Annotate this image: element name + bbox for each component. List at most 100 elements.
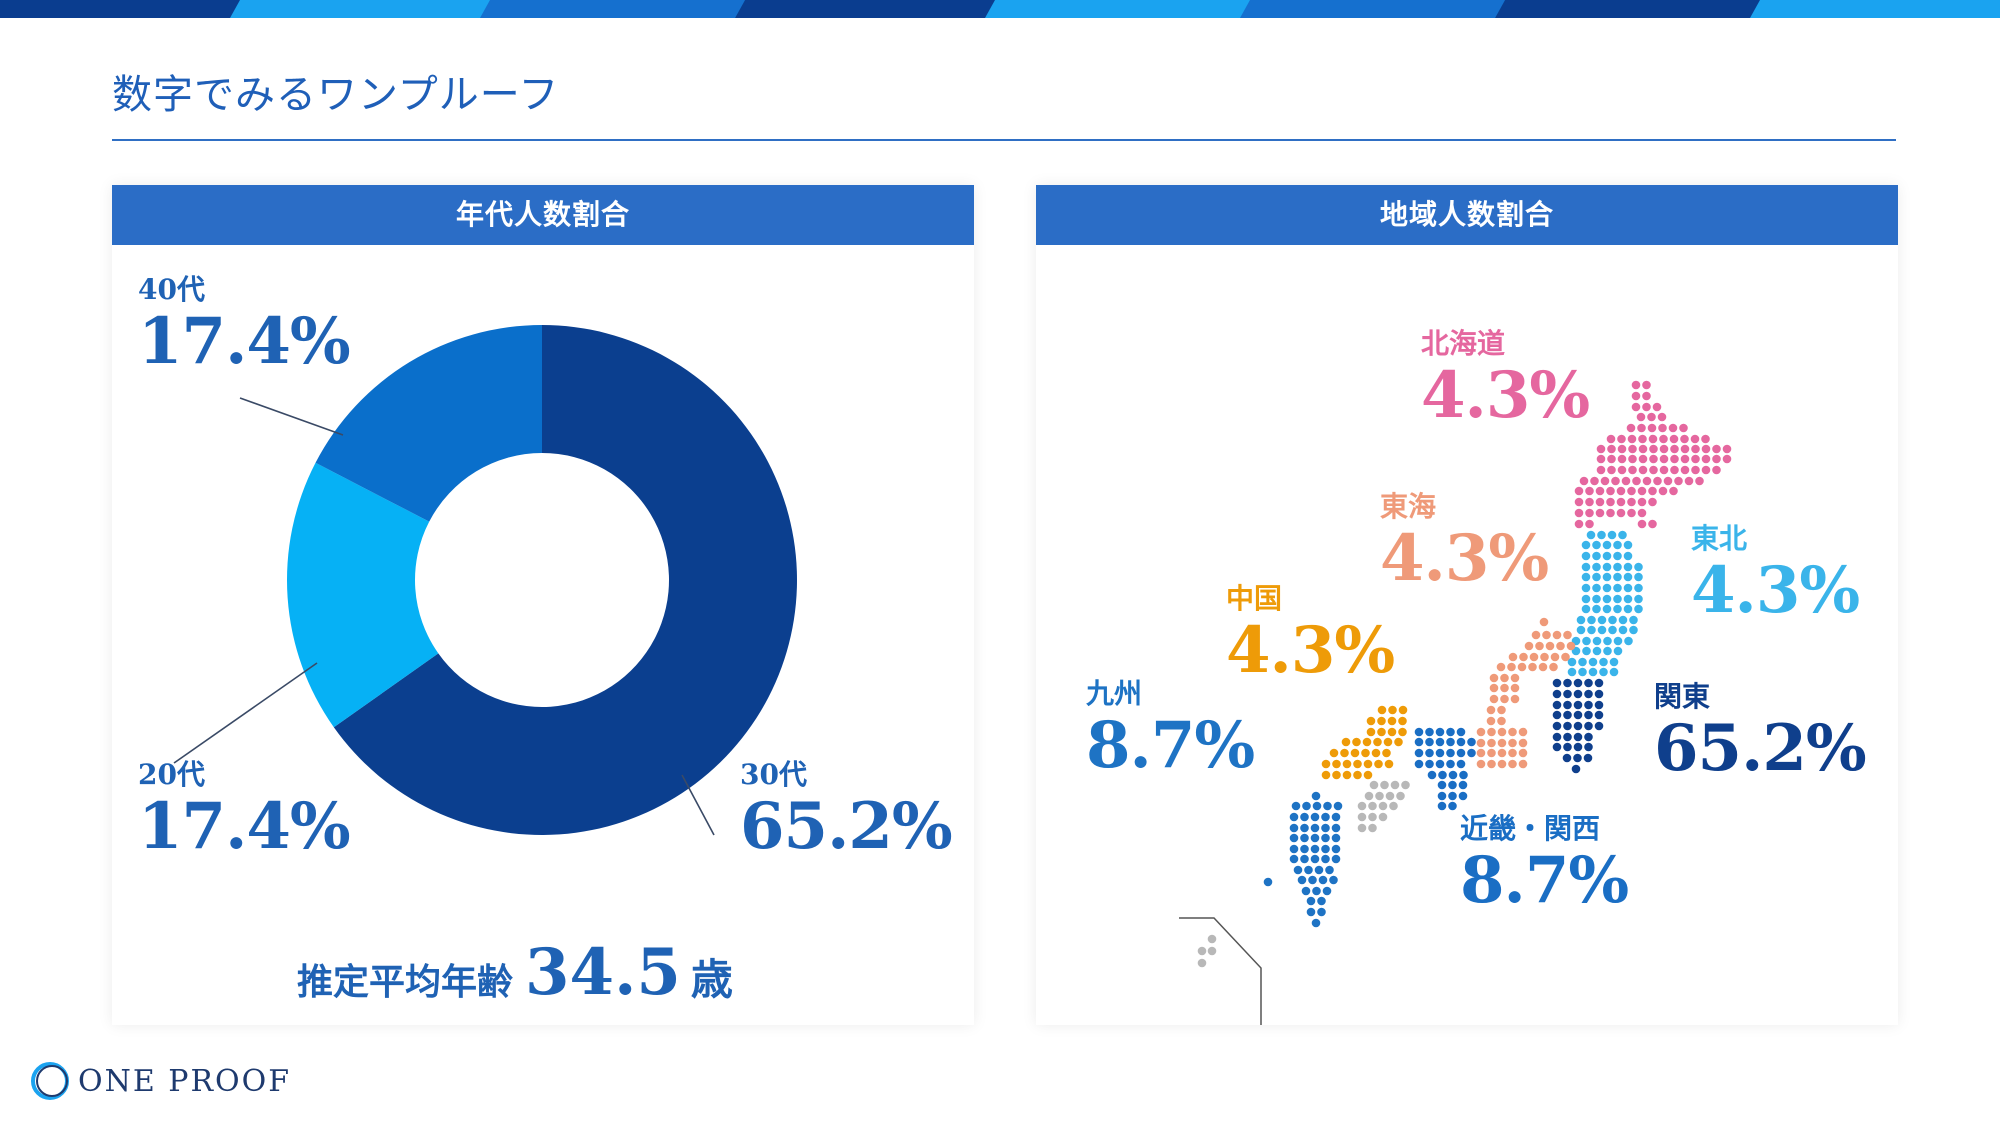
average-age-label: 推定平均年齢 (297, 962, 514, 1003)
map-dot (1518, 759, 1528, 769)
map-dot (1508, 738, 1517, 748)
map-dot (1398, 716, 1407, 726)
map-dot (1637, 497, 1647, 507)
map-dot (1510, 683, 1520, 693)
map-dot (1535, 641, 1544, 651)
map-dot (1712, 454, 1721, 464)
chugoku-name: 中国 (1226, 582, 1283, 615)
map-dot (1308, 875, 1317, 885)
map-dot (1634, 562, 1643, 572)
map-dot (1628, 444, 1637, 454)
map-dot (1634, 572, 1643, 582)
map-dot (1331, 844, 1341, 854)
map-dot (1528, 662, 1537, 672)
map-dot-okinawa (1207, 946, 1217, 956)
map-dot (1387, 727, 1397, 737)
hokkaido-percent: 4.3% (1421, 358, 1590, 433)
map-dot (1293, 865, 1303, 875)
map-dot (1617, 444, 1627, 454)
map-dot (1366, 727, 1376, 737)
map-dot (1691, 454, 1700, 464)
map-dot (1331, 812, 1341, 822)
map-dot (1712, 444, 1721, 454)
age-30s-percent: 65.2% (740, 789, 953, 864)
map-dot (1596, 454, 1606, 464)
age-donut-chart (173, 325, 797, 836)
map-dot (1510, 694, 1520, 704)
map-dot (1312, 886, 1321, 896)
map-dot (1368, 823, 1377, 833)
map-dot (1594, 689, 1604, 699)
map-dot (1684, 476, 1694, 486)
map-dot (1658, 486, 1668, 496)
map-dot (1582, 646, 1591, 656)
map-dot (1486, 705, 1496, 715)
map-dot (1563, 742, 1572, 752)
map-dot (1291, 801, 1301, 811)
map-dot (1631, 380, 1641, 390)
tokai-percent: 4.3% (1380, 521, 1549, 596)
japan-dot-map (1179, 380, 1732, 1025)
map-dot (1592, 636, 1602, 646)
map-dot (1357, 812, 1367, 822)
map-dot (1378, 812, 1388, 822)
map-dot (1638, 465, 1648, 475)
map-dot (1459, 770, 1468, 780)
map-dot (1332, 759, 1341, 769)
map-dot (1613, 562, 1622, 572)
map-dot (1637, 519, 1647, 529)
map-dot (1311, 791, 1321, 801)
map-dot-okinawa (1207, 934, 1217, 944)
map-dot (1552, 721, 1562, 731)
map-dot (1579, 476, 1589, 486)
map-dot (1632, 476, 1641, 486)
map-dot (1382, 748, 1391, 758)
map-dot (1435, 737, 1445, 747)
map-dot (1497, 716, 1506, 726)
map-dot (1573, 742, 1583, 752)
map-dot (1388, 705, 1397, 715)
map-dot (1561, 652, 1570, 662)
map-dot (1608, 615, 1617, 625)
map-dot (1456, 748, 1466, 758)
map-dot (1425, 748, 1434, 758)
map-dot (1613, 583, 1622, 593)
map-dot (1613, 636, 1623, 646)
map-dot (1384, 759, 1394, 769)
map-dot (1539, 617, 1549, 627)
map-dot (1531, 630, 1541, 640)
map-dot (1616, 508, 1626, 518)
map-dot (1563, 689, 1572, 699)
map-dot (1353, 759, 1362, 769)
map-dot (1377, 705, 1387, 715)
map-dot (1581, 583, 1591, 593)
map-dot (1566, 641, 1576, 651)
map-dot (1304, 865, 1313, 875)
map-dot (1573, 678, 1583, 688)
map-dot (1674, 476, 1683, 486)
donut-slice-40s (315, 325, 542, 522)
map-dot (1321, 844, 1330, 854)
map-dot (1510, 673, 1520, 683)
map-dot (1374, 759, 1383, 769)
map-dot (1670, 454, 1679, 464)
map-dot (1637, 423, 1646, 433)
map-dot (1414, 748, 1424, 758)
map-dot (1648, 497, 1657, 507)
map-dot (1607, 454, 1616, 464)
map-dot (1321, 833, 1330, 843)
map-dot (1302, 801, 1311, 811)
map-dot (1680, 465, 1690, 475)
map-dot (1524, 641, 1534, 651)
map-dot (1497, 759, 1507, 769)
map-dot (1448, 780, 1457, 790)
map-dot (1314, 865, 1324, 875)
map-dot (1311, 918, 1321, 928)
map-dot (1617, 454, 1627, 464)
map-dot (1602, 572, 1612, 582)
map-dot (1456, 727, 1466, 737)
map-dot (1552, 732, 1562, 742)
map-dot (1398, 705, 1408, 715)
map-dot (1427, 770, 1437, 780)
map-dot (1321, 812, 1330, 822)
